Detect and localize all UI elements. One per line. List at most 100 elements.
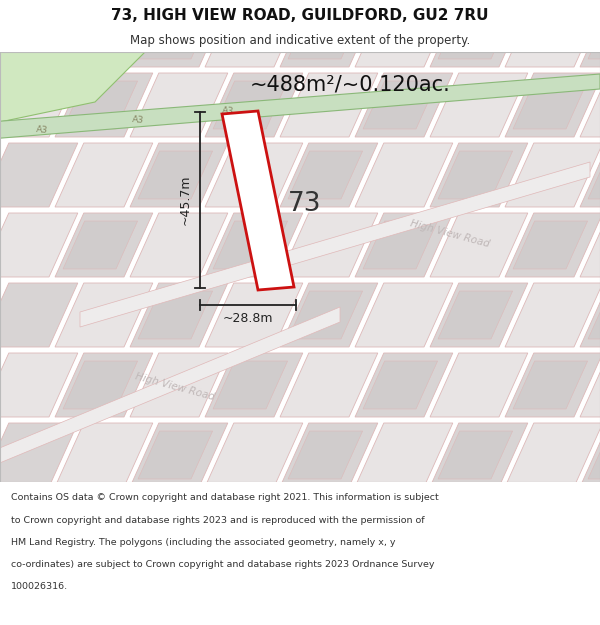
Polygon shape (430, 143, 528, 207)
Polygon shape (438, 291, 512, 339)
Polygon shape (0, 213, 78, 277)
Text: Map shows position and indicative extent of the property.: Map shows position and indicative extent… (130, 34, 470, 47)
Polygon shape (580, 3, 600, 67)
Polygon shape (588, 291, 600, 339)
Text: ~45.7m: ~45.7m (179, 175, 192, 225)
Polygon shape (588, 431, 600, 479)
Polygon shape (438, 431, 512, 479)
Text: to Crown copyright and database rights 2023 and is reproduced with the permissio: to Crown copyright and database rights 2… (11, 516, 424, 524)
Text: A3: A3 (131, 115, 145, 125)
Polygon shape (0, 74, 600, 139)
Text: A3: A3 (35, 125, 49, 135)
Text: ~488m²/~0.120ac.: ~488m²/~0.120ac. (250, 74, 451, 94)
Polygon shape (55, 423, 153, 487)
Polygon shape (55, 283, 153, 347)
Polygon shape (213, 221, 287, 269)
Polygon shape (355, 213, 453, 277)
Polygon shape (222, 111, 294, 290)
Polygon shape (213, 361, 287, 409)
Polygon shape (138, 11, 212, 59)
Polygon shape (288, 291, 362, 339)
Polygon shape (0, 3, 78, 67)
Polygon shape (205, 3, 303, 67)
Polygon shape (0, 307, 340, 467)
Text: A3: A3 (221, 106, 235, 116)
Polygon shape (130, 73, 228, 137)
Polygon shape (505, 143, 600, 207)
Polygon shape (63, 81, 137, 129)
Polygon shape (130, 3, 228, 67)
Polygon shape (205, 73, 303, 137)
Polygon shape (0, 143, 78, 207)
Polygon shape (505, 283, 600, 347)
Polygon shape (130, 143, 228, 207)
Polygon shape (355, 353, 453, 417)
Polygon shape (205, 213, 303, 277)
Polygon shape (280, 73, 378, 137)
Polygon shape (205, 423, 303, 487)
Polygon shape (55, 213, 153, 277)
Polygon shape (130, 213, 228, 277)
Polygon shape (288, 431, 362, 479)
Text: ~28.8m: ~28.8m (223, 311, 273, 324)
Polygon shape (280, 143, 378, 207)
Text: High View Road: High View Road (134, 372, 216, 402)
Polygon shape (130, 353, 228, 417)
Polygon shape (355, 283, 453, 347)
Polygon shape (355, 3, 453, 67)
Polygon shape (280, 283, 378, 347)
Polygon shape (430, 423, 528, 487)
Polygon shape (355, 423, 453, 487)
Polygon shape (580, 213, 600, 277)
Polygon shape (430, 73, 528, 137)
Polygon shape (430, 353, 528, 417)
Polygon shape (505, 3, 600, 67)
Polygon shape (0, 423, 78, 487)
Text: 73: 73 (288, 191, 322, 217)
Polygon shape (288, 151, 362, 199)
Polygon shape (580, 353, 600, 417)
Polygon shape (55, 353, 153, 417)
Polygon shape (130, 423, 228, 487)
Polygon shape (355, 143, 453, 207)
Polygon shape (130, 283, 228, 347)
Polygon shape (505, 73, 600, 137)
Polygon shape (280, 353, 378, 417)
Polygon shape (430, 3, 528, 67)
Polygon shape (588, 11, 600, 59)
Polygon shape (55, 3, 153, 67)
Polygon shape (355, 73, 453, 137)
Polygon shape (205, 143, 303, 207)
Text: High View Road: High View Road (409, 219, 491, 249)
Text: HM Land Registry. The polygons (including the associated geometry, namely x, y: HM Land Registry. The polygons (includin… (11, 538, 395, 547)
Polygon shape (205, 283, 303, 347)
Polygon shape (213, 81, 287, 129)
Polygon shape (80, 162, 590, 327)
Polygon shape (580, 73, 600, 137)
Polygon shape (0, 52, 145, 122)
Polygon shape (430, 283, 528, 347)
Polygon shape (580, 143, 600, 207)
Text: Contains OS data © Crown copyright and database right 2021. This information is : Contains OS data © Crown copyright and d… (11, 494, 439, 502)
Polygon shape (55, 73, 153, 137)
Polygon shape (430, 213, 528, 277)
Polygon shape (138, 291, 212, 339)
Polygon shape (0, 283, 78, 347)
Polygon shape (580, 423, 600, 487)
Polygon shape (55, 143, 153, 207)
Polygon shape (280, 3, 378, 67)
Text: 100026316.: 100026316. (11, 582, 68, 591)
Polygon shape (438, 11, 512, 59)
Text: co-ordinates) are subject to Crown copyright and database rights 2023 Ordnance S: co-ordinates) are subject to Crown copyr… (11, 560, 434, 569)
Polygon shape (63, 361, 137, 409)
Polygon shape (363, 361, 437, 409)
Text: 73, HIGH VIEW ROAD, GUILDFORD, GU2 7RU: 73, HIGH VIEW ROAD, GUILDFORD, GU2 7RU (111, 8, 489, 23)
Polygon shape (280, 213, 378, 277)
Polygon shape (0, 353, 78, 417)
Polygon shape (363, 81, 437, 129)
Polygon shape (513, 221, 587, 269)
Polygon shape (363, 221, 437, 269)
Polygon shape (138, 431, 212, 479)
Polygon shape (205, 353, 303, 417)
Polygon shape (288, 11, 362, 59)
